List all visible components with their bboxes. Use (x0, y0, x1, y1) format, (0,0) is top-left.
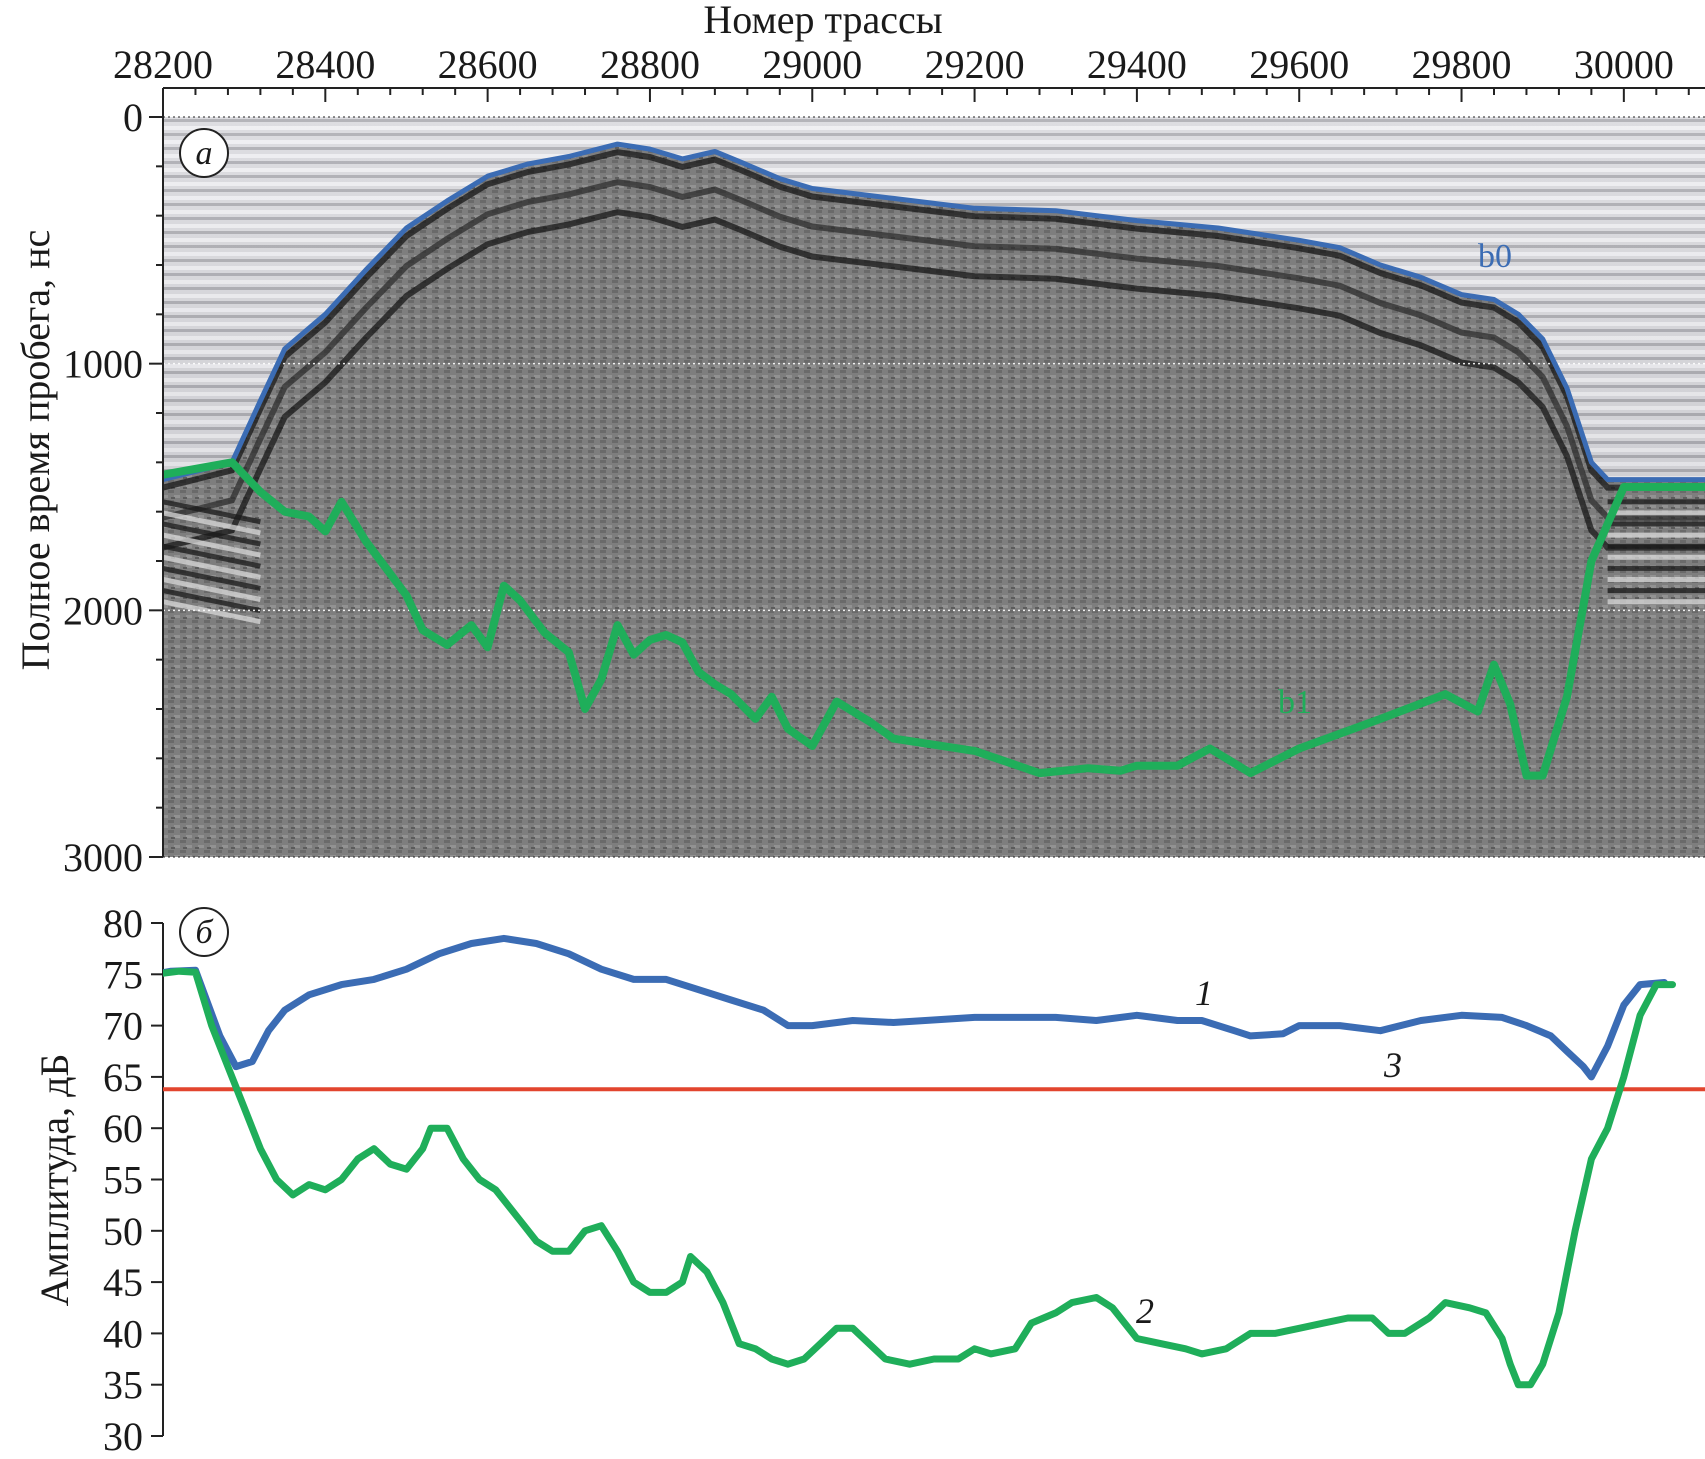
sediment-band (163, 510, 261, 536)
curve-2-label: 2 (1136, 1291, 1154, 1331)
panel-b-amplitude: 30 35 40 45 50 55 60 65 70 75 80 Амплитуда, дБ б 1… (32, 901, 1705, 1459)
sediment-band (163, 532, 261, 558)
amplitude-y-tick-label: 55 (103, 1158, 143, 1203)
y-tick-label: 0 (123, 95, 143, 140)
radargram-gridlines (163, 362, 1705, 612)
panel-a-axes (162, 87, 1705, 858)
x-tick-label: 28600 (438, 42, 538, 87)
reflector-band (163, 209, 1705, 551)
sediment-band (163, 499, 261, 525)
sediment-band (163, 588, 261, 614)
x-axis-title: Номер трассы (703, 0, 942, 42)
x-tick-label: 29000 (762, 42, 862, 87)
amplitude-y-tick-label: 35 (103, 1363, 143, 1408)
panel-b-label-text: б (195, 914, 214, 951)
x-tick-label: 29200 (925, 42, 1025, 87)
sediment-band (163, 543, 261, 569)
reflector-band (163, 179, 1705, 521)
y-tick-label: 3000 (63, 835, 143, 880)
y-tick-label: 2000 (63, 588, 143, 633)
amplitude-curve-1 (163, 934, 1668, 1081)
horizon-lines (163, 141, 1705, 780)
panel-a-label-circle (179, 128, 229, 178)
horizon-b1-label: b1 (1278, 684, 1312, 721)
sediment-band (163, 565, 261, 591)
y-tick-label: 1000 (63, 342, 143, 387)
y-axis-ticks-amplitude: 30 35 40 45 50 55 60 65 70 75 80 (103, 901, 163, 1459)
amplitude-y-tick-label: 75 (103, 952, 143, 997)
curve-1-label: 1 (1195, 973, 1213, 1013)
amplitude-y-tick-label: 80 (103, 901, 143, 946)
x-tick-label: 30000 (1574, 42, 1674, 87)
sediment-band (163, 599, 261, 625)
x-tick-label: 29400 (1087, 42, 1187, 87)
amplitude-curve-2 (163, 967, 1676, 1389)
x-tick-label: 28400 (275, 42, 375, 87)
panel-b-label-circle (179, 907, 229, 957)
sediment-band (163, 554, 261, 580)
amplitude-y-tick-label: 45 (103, 1260, 143, 1305)
y-axis-title-time: Полное время пробега, нс (13, 230, 58, 671)
amplitude-y-tick-label: 60 (103, 1106, 143, 1151)
y-axis-ticks-time: 0 1000 2000 3000 (63, 95, 163, 880)
y-axis-title-amplitude: Амплитуда, дБ (32, 1054, 77, 1307)
panel-b-label: б (179, 907, 229, 957)
x-axis-ticks: 28200 28400 28600 28800 29000 29200 29400 29600… (113, 42, 1690, 102)
sediment-band (163, 577, 261, 602)
amplitude-y-tick-label: 65 (103, 1055, 143, 1100)
panel-a-label: а (179, 128, 229, 178)
reflector-band (163, 149, 1705, 491)
radargram-background (163, 117, 1705, 857)
amplitude-y-tick-label: 70 (103, 1004, 143, 1049)
amplitude-y-tick-label: 30 (103, 1414, 143, 1459)
sediment-band (163, 521, 261, 547)
amplitude-y-tick-label: 40 (103, 1311, 143, 1356)
x-tick-label: 29800 (1412, 42, 1512, 87)
x-tick-label: 28800 (600, 42, 700, 87)
curve-3-label: 3 (1383, 1045, 1402, 1085)
x-tick-label: 29600 (1249, 42, 1349, 87)
horizon-b0-line (163, 141, 1705, 483)
panel-a-label-text: а (196, 135, 213, 172)
horizon-b0-label: b0 (1478, 238, 1512, 275)
horizon-b1-line (163, 458, 1705, 780)
subsurface-noise (163, 144, 1705, 857)
panel-a-radargram: 28200 28400 28600 28800 29000 29200 29400 29600… (13, 0, 1705, 880)
x-tick-label: 28200 (113, 42, 213, 87)
amplitude-curves (163, 934, 1705, 1389)
amplitude-y-tick-label: 50 (103, 1209, 143, 1254)
